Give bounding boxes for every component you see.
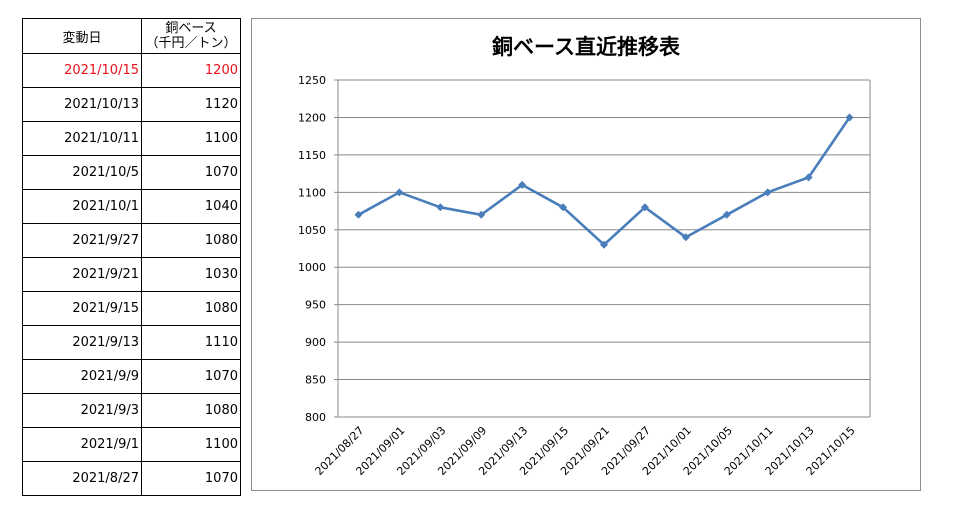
table-row: 2021/10/13 1120 [22,87,241,122]
date-cell: 2021/10/5 [22,155,142,190]
data-point [436,203,445,212]
data-point [477,210,486,219]
price-cell: 1040 [141,189,241,224]
price-cell: 1080 [141,291,241,326]
price-cell: 1070 [141,461,241,496]
data-point [600,240,608,249]
y-tick-label: 950 [305,299,326,312]
table-row: 2021/9/27 1080 [22,223,241,258]
data-point [681,233,690,242]
table-row: 2021/9/21 1030 [22,257,241,292]
y-tick-label: 900 [305,336,326,349]
date-cell: 2021/9/27 [22,223,142,258]
date-column-header: 変動日 [22,18,142,54]
date-cell: 2021/9/21 [22,257,142,292]
data-point [395,188,404,197]
data-point [354,210,363,219]
table-row: 2021/10/11 1100 [22,121,241,156]
y-tick-label: 1200 [298,111,326,124]
y-tick-label: 1250 [298,74,326,87]
price-cell: 1080 [141,223,241,258]
date-cell: 2021/9/15 [22,291,142,326]
table-row: 2021/9/3 1080 [22,393,241,428]
table-header-row: 変動日 銅ベース （千円／トン） [22,18,241,54]
price-cell: 1110 [141,325,241,360]
chart-title: 銅ベース直近推移表 [492,35,681,59]
data-point [763,188,772,197]
data-point [722,210,731,219]
data-point [804,173,813,182]
table-row: 2021/10/15 1200 [22,53,241,88]
y-tick-label: 800 [305,411,326,424]
table-row: 2021/8/27 1070 [22,461,241,496]
chart-frame: 銅ベース直近推移表 800 850 900 950 1000 1050 1100 1150 120… [251,18,921,491]
price-header-line2: （千円／トン） [145,36,237,51]
date-cell: 2021/9/9 [22,359,142,394]
date-cell: 2021/9/13 [22,325,142,360]
price-header-line1: 銅ベース [165,21,217,36]
data-point [518,180,527,189]
date-cell: 2021/8/27 [22,461,142,496]
price-cell: 1120 [141,87,241,122]
date-cell: 2021/10/13 [22,87,142,122]
price-cell: 1030 [141,257,241,292]
y-tick-label: 1100 [298,186,326,199]
table-row: 2021/10/1 1040 [22,189,241,224]
price-cell: 1100 [141,427,241,462]
date-cell: 2021/10/1 [22,189,142,224]
table-row: 2021/9/9 1070 [22,359,241,394]
price-table: 変動日 銅ベース （千円／トン） 2021/10/15 1200 2021/10/1… [22,18,241,496]
price-cell: 1070 [141,359,241,394]
y-tick-label: 1150 [298,149,326,162]
price-cell: 1070 [141,155,241,190]
series-line [357,116,851,247]
date-cell: 2021/9/1 [22,427,142,462]
price-cell: 1080 [141,393,241,428]
date-cell: 2021/10/11 [22,121,142,156]
date-cell: 2021/10/15 [22,53,142,88]
price-cell: 1100 [141,121,241,156]
price-cell: 1200 [141,53,241,88]
data-point [640,203,649,212]
table-row: 2021/10/5 1070 [22,155,241,190]
table-row: 2021/9/13 1110 [22,325,241,360]
data-point [559,203,568,212]
y-tick-label: 1000 [298,261,326,274]
data-point [845,113,854,122]
table-row: 2021/9/15 1080 [22,291,241,326]
line-chart: 銅ベース直近推移表 800 850 900 950 1000 1050 1100 1150 120… [298,35,871,478]
y-tick-label: 850 [305,374,326,387]
date-cell: 2021/9/3 [22,393,142,428]
y-tick-label: 1050 [298,224,326,237]
table-row: 2021/9/1 1100 [22,427,241,462]
price-column-header: 銅ベース （千円／トン） [141,18,241,54]
